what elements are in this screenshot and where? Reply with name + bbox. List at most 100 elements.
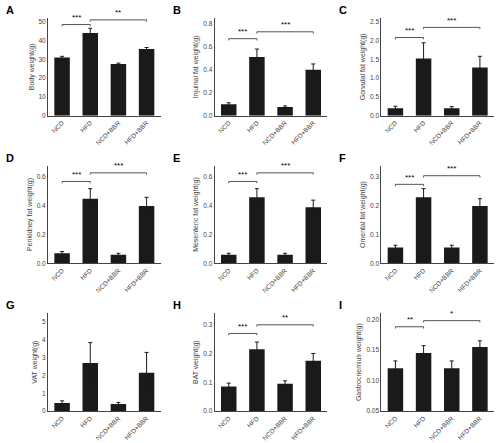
svg-text:*: *	[450, 309, 453, 318]
svg-text:2: 2	[42, 372, 46, 379]
svg-text:0.6: 0.6	[203, 173, 212, 180]
svg-text:0.5: 0.5	[370, 93, 379, 100]
svg-text:HFD: HFD	[246, 119, 261, 134]
svg-text:NCD+BBR: NCD+BBR	[428, 119, 455, 146]
svg-text:E: E	[173, 152, 180, 164]
svg-text:NCD: NCD	[384, 414, 399, 429]
svg-text:0.0: 0.0	[203, 112, 212, 119]
svg-text:BAT weight(g): BAT weight(g)	[192, 340, 200, 384]
svg-text:Perikidney fat weight(g): Perikidney fat weight(g)	[26, 178, 34, 251]
svg-text:Body weight(g): Body weight(g)	[28, 43, 36, 90]
svg-text:0.0: 0.0	[203, 407, 212, 414]
svg-text:HFD: HFD	[79, 267, 94, 282]
svg-text:I: I	[339, 299, 342, 311]
svg-text:1.0: 1.0	[370, 74, 379, 81]
svg-text:50: 50	[38, 18, 46, 25]
svg-text:30: 30	[38, 56, 46, 63]
svg-text:***: ***	[72, 13, 81, 22]
svg-text:***: ***	[114, 161, 123, 170]
svg-text:A: A	[6, 4, 14, 16]
svg-text:NCD: NCD	[50, 119, 65, 134]
svg-text:HFD+BBR: HFD+BBR	[290, 414, 317, 441]
svg-text:0.4: 0.4	[203, 202, 212, 209]
svg-text:NCD+BBR: NCD+BBR	[94, 119, 121, 146]
svg-text:0.2: 0.2	[37, 231, 46, 238]
svg-text:10: 10	[38, 93, 46, 100]
svg-text:Omental fat weight(g): Omental fat weight(g)	[359, 181, 367, 248]
svg-text:HFD+BBR: HFD+BBR	[123, 119, 150, 146]
svg-text:***: ***	[447, 164, 456, 173]
svg-text:0.0: 0.0	[370, 112, 379, 119]
svg-text:NCD+BBR: NCD+BBR	[94, 414, 121, 441]
svg-text:NCD+BBR: NCD+BBR	[428, 414, 455, 441]
svg-text:0.1: 0.1	[203, 379, 212, 386]
svg-text:H: H	[173, 299, 181, 311]
svg-text:***: ***	[405, 173, 414, 182]
svg-text:***: ***	[281, 20, 290, 29]
svg-text:***: ***	[238, 322, 247, 331]
svg-text:0.3: 0.3	[203, 321, 212, 328]
svg-text:1: 1	[42, 390, 46, 397]
svg-text:0.2: 0.2	[203, 231, 212, 238]
svg-text:HFD+BBR: HFD+BBR	[456, 267, 483, 294]
svg-text:HFD+BBR: HFD+BBR	[456, 414, 483, 441]
svg-text:F: F	[339, 152, 346, 164]
svg-text:NCD: NCD	[384, 119, 399, 134]
svg-text:NCD: NCD	[384, 267, 399, 282]
svg-text:HFD+BBR: HFD+BBR	[290, 119, 317, 146]
svg-text:HFD+BBR: HFD+BBR	[123, 267, 150, 294]
svg-text:4: 4	[42, 336, 46, 343]
svg-text:NCD+BBR: NCD+BBR	[261, 119, 288, 146]
svg-text:2.0: 2.0	[370, 37, 379, 44]
svg-text:0.3: 0.3	[370, 173, 379, 180]
svg-text:0.2: 0.2	[203, 350, 212, 357]
svg-text:VAT weight(g): VAT weight(g)	[31, 341, 39, 384]
svg-text:0.6: 0.6	[37, 173, 46, 180]
svg-text:NCD+BBR: NCD+BBR	[94, 267, 121, 294]
svg-text:0: 0	[42, 407, 46, 414]
svg-text:***: ***	[72, 170, 81, 179]
svg-text:NCD: NCD	[50, 414, 65, 429]
svg-text:***: ***	[238, 27, 247, 36]
svg-text:***: ***	[238, 170, 247, 179]
svg-text:0.0: 0.0	[203, 260, 212, 267]
svg-text:Mesenteric fat weight(g): Mesenteric fat weight(g)	[192, 177, 200, 252]
svg-text:HFD: HFD	[246, 414, 261, 429]
svg-text:G: G	[6, 299, 15, 311]
svg-text:0.15: 0.15	[366, 346, 379, 353]
svg-text:0.20: 0.20	[366, 316, 379, 323]
svg-text:NCD: NCD	[217, 119, 232, 134]
svg-text:0.0: 0.0	[37, 260, 46, 267]
svg-text:Injuinal fat weight(g): Injuinal fat weight(g)	[192, 36, 200, 99]
svg-text:0.10: 0.10	[366, 377, 379, 384]
svg-text:HFD+BBR: HFD+BBR	[123, 414, 150, 441]
svg-text:NCD: NCD	[217, 267, 232, 282]
svg-text:0.4: 0.4	[203, 66, 212, 73]
svg-text:HFD: HFD	[79, 119, 94, 134]
svg-text:NCD+BBR: NCD+BBR	[261, 414, 288, 441]
svg-text:HFD+BBR: HFD+BBR	[290, 267, 317, 294]
svg-text:NCD: NCD	[50, 267, 65, 282]
svg-text:40: 40	[38, 37, 46, 44]
svg-text:**: **	[407, 315, 413, 324]
svg-text:HFD: HFD	[412, 267, 427, 282]
svg-text:NCD+BBR: NCD+BBR	[261, 267, 288, 294]
svg-text:NCD: NCD	[217, 414, 232, 429]
svg-text:HFD: HFD	[246, 267, 261, 282]
svg-text:**: **	[282, 313, 288, 322]
svg-text:HFD+BBR: HFD+BBR	[456, 119, 483, 146]
svg-text:5: 5	[42, 318, 46, 325]
svg-text:C: C	[339, 4, 347, 16]
svg-text:3: 3	[42, 354, 46, 361]
svg-text:D: D	[6, 152, 14, 164]
svg-text:0.05: 0.05	[366, 407, 379, 414]
svg-text:0.6: 0.6	[203, 43, 212, 50]
svg-text:20: 20	[38, 74, 46, 81]
svg-text:0.4: 0.4	[37, 202, 46, 209]
svg-text:1.5: 1.5	[370, 56, 379, 63]
svg-text:2.5: 2.5	[370, 18, 379, 25]
svg-text:NCD+BBR: NCD+BBR	[428, 267, 455, 294]
svg-text:***: ***	[405, 26, 414, 35]
svg-text:***: ***	[281, 161, 290, 170]
svg-text:0.0: 0.0	[370, 260, 379, 267]
